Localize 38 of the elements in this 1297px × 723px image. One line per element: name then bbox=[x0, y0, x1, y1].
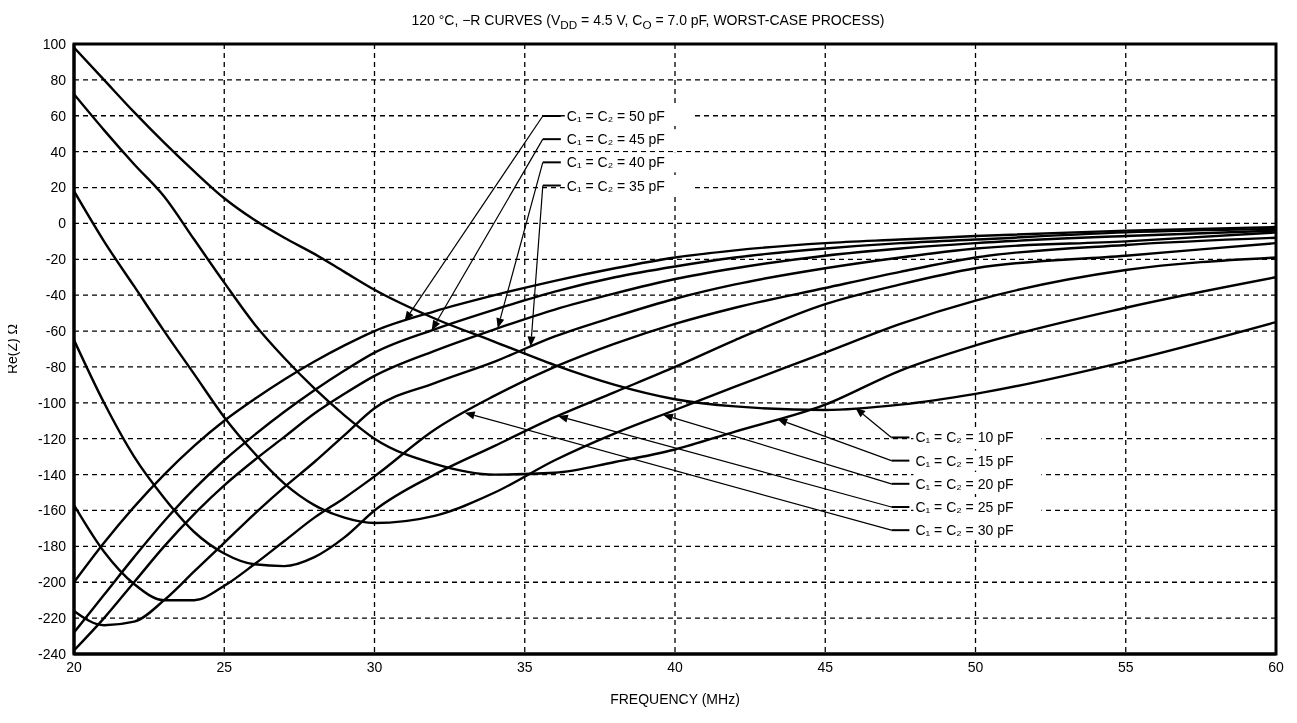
y-tick-label: -100 bbox=[37, 394, 67, 411]
legend-label: C₁ = C₂ = 45 pF bbox=[566, 131, 665, 148]
y-tick-label: 60 bbox=[50, 107, 67, 124]
y-tick-label: 100 bbox=[42, 35, 67, 52]
legend-label: C₁ = C₂ = 30 pF bbox=[915, 522, 1014, 539]
y-tick-label: -80 bbox=[45, 358, 67, 375]
x-axis-title: FREQUENCY (MHz) bbox=[610, 691, 740, 707]
y-tick-label: -160 bbox=[37, 502, 67, 519]
x-tick-label: 60 bbox=[1268, 658, 1284, 675]
x-tick-label: 45 bbox=[817, 658, 834, 675]
y-tick-label: -180 bbox=[37, 538, 67, 555]
y-tick-label: -240 bbox=[37, 645, 67, 662]
legend-label: C₁ = C₂ = 20 pF bbox=[915, 475, 1014, 492]
y-tick-label: -220 bbox=[37, 610, 67, 627]
y-tick-label: 40 bbox=[50, 143, 67, 160]
y-tick-label: -140 bbox=[37, 466, 67, 483]
legend-label: C₁ = C₂ = 10 pF bbox=[915, 429, 1014, 446]
x-tick-label: 50 bbox=[967, 658, 984, 675]
chart-title: 120 °C, −R CURVES (V$_{DD}$ = 4.5 V, C$_{O}$ = 7.0 pF, WORST-CASE PROCESS) bbox=[410, 11, 886, 32]
y-tick-label: 20 bbox=[50, 179, 67, 196]
legend-label: C₁ = C₂ = 15 pF bbox=[915, 452, 1014, 469]
x-tick-label: 25 bbox=[216, 658, 233, 675]
y-tick-label: -200 bbox=[37, 574, 67, 591]
y-tick-label: -60 bbox=[45, 323, 67, 340]
y-tick-label: 80 bbox=[50, 71, 67, 88]
legend-label: C₁ = C₂ = 35 pF bbox=[566, 177, 665, 194]
legend-label: C₁ = C₂ = 25 pF bbox=[915, 498, 1014, 515]
x-tick-label: 55 bbox=[1117, 658, 1134, 675]
y-tick-label: -120 bbox=[37, 430, 67, 447]
legend-label: C₁ = C₂ = 40 pF bbox=[566, 154, 665, 171]
y-tick-label: 0 bbox=[58, 215, 67, 232]
y-tick-label: -20 bbox=[45, 251, 67, 268]
legend-label: C₁ = C₂ = 50 pF bbox=[566, 107, 665, 124]
x-tick-label: 40 bbox=[667, 658, 683, 675]
x-tick-label: 35 bbox=[516, 658, 533, 675]
x-tick-label: 30 bbox=[366, 658, 383, 675]
y-tick-label: -40 bbox=[45, 287, 67, 304]
x-tick-label: 20 bbox=[66, 658, 82, 675]
